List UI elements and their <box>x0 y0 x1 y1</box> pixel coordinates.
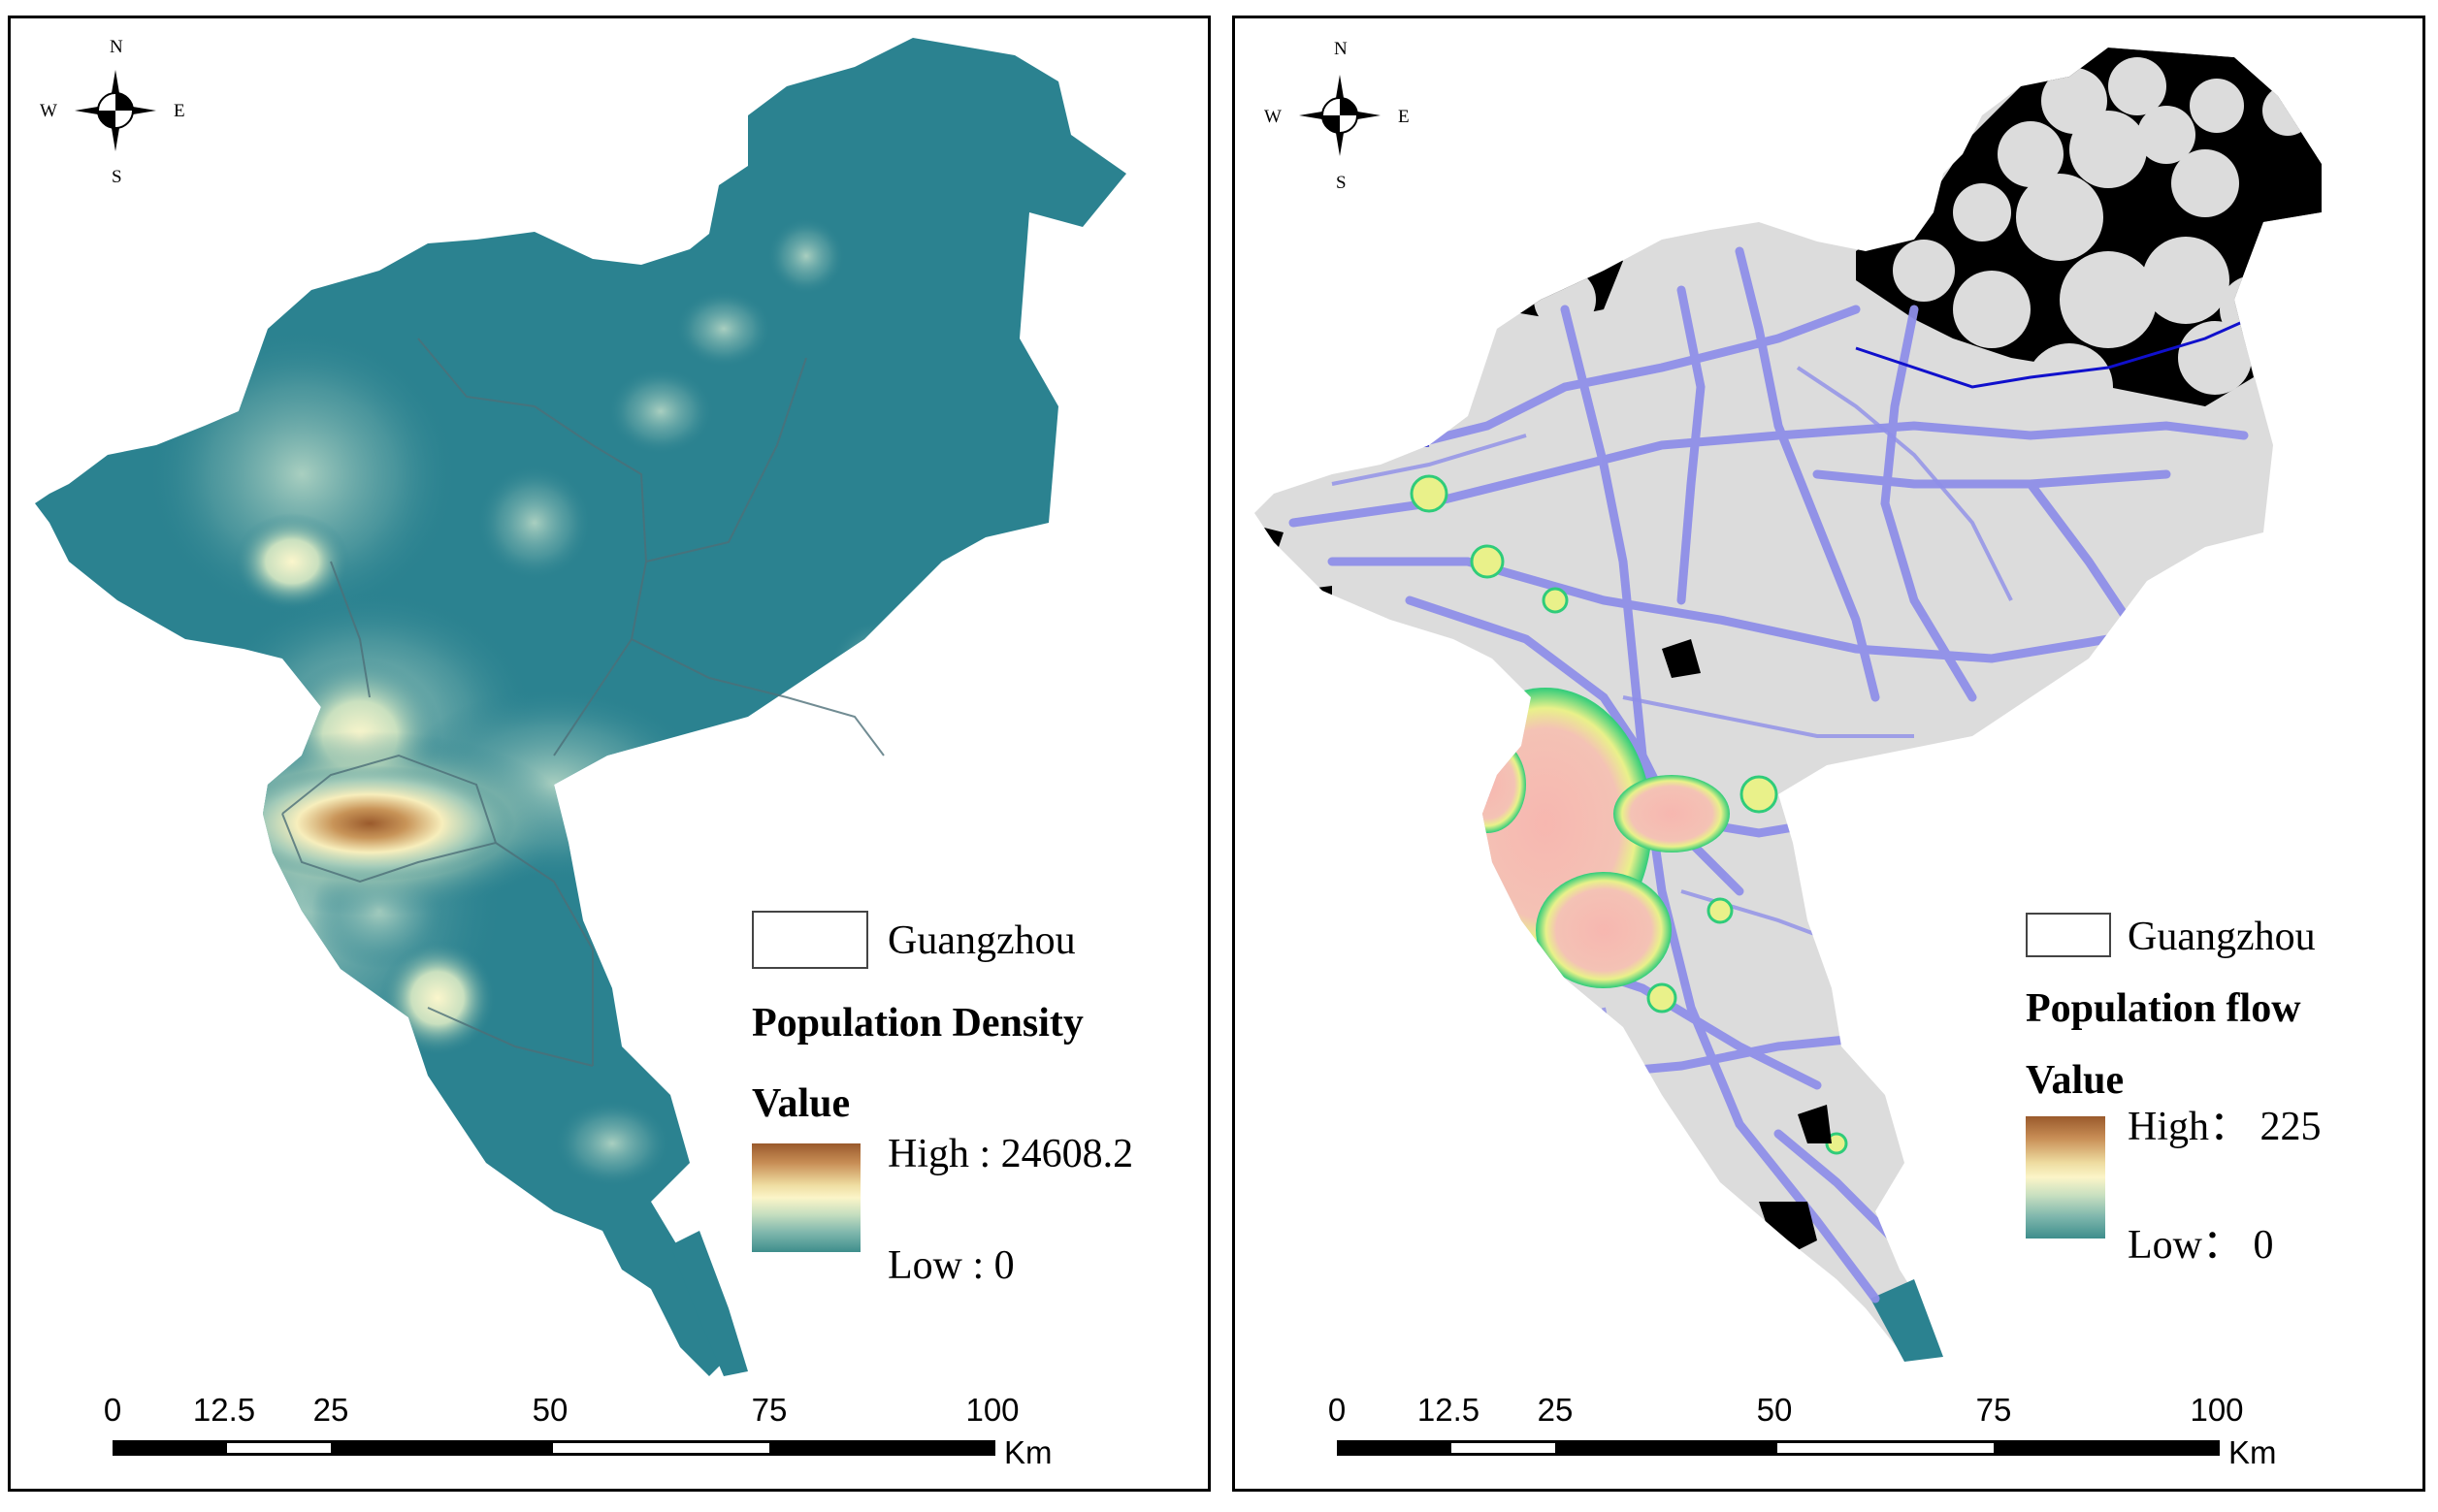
scale-segment <box>113 1440 227 1456</box>
delta-teal-strip <box>1870 1279 1943 1362</box>
delta-island <box>670 1231 748 1376</box>
population-density-map-panel: N S W E Guangzhou Population Density Val… <box>8 16 1211 1492</box>
scale-unit-label: Km <box>2228 1434 2277 1470</box>
scale-segment <box>1337 1440 1451 1456</box>
density-color-ramp <box>752 1143 861 1252</box>
flow-color-ramp <box>2026 1116 2105 1239</box>
scale-segment <box>1774 1440 1997 1456</box>
legend-high-label: High： 225 <box>2128 1105 2322 1149</box>
scale-segment <box>331 1440 553 1456</box>
population-flow-map-panel: N S W E Guangzhou Population flow Value … <box>1232 16 2425 1492</box>
legend-value-heading: Value <box>2026 1058 2125 1103</box>
boundary-legend-label: Guangzhou <box>888 918 1076 963</box>
scale-tick-label: 12.5 <box>1416 1392 1480 1428</box>
scale-tick-label: 75 <box>1975 1392 2012 1428</box>
scale-tick-label: 25 <box>1537 1392 1574 1428</box>
boundary-legend-label: Guangzhou <box>2128 915 2316 959</box>
legend-high-label: High : 24608.2 <box>888 1132 1134 1176</box>
scale-unit-label: Km <box>1004 1434 1053 1470</box>
scale-segment <box>1555 1440 1777 1456</box>
scale-tick-label: 100 <box>965 1392 1020 1428</box>
compass-south-label: S <box>1336 173 1347 193</box>
scale-tick-label: 25 <box>312 1392 349 1428</box>
compass-east-label: E <box>1398 107 1410 127</box>
scale-tick-label: 0 <box>1327 1392 1347 1428</box>
scale-segment <box>1994 1440 2220 1456</box>
district-boundaries <box>281 338 885 1067</box>
legend-title: Population flow <box>2026 986 2301 1031</box>
scale-tick-label: 75 <box>751 1392 788 1428</box>
scale-tick-label: 0 <box>103 1392 122 1428</box>
compass-west-label: W <box>1264 107 1282 127</box>
scale-segment <box>224 1440 334 1456</box>
scale-segment <box>1448 1440 1558 1456</box>
compass-north-label: N <box>110 37 123 57</box>
compass-south-label: S <box>112 167 122 187</box>
boundary-legend-swatch <box>752 911 868 969</box>
scale-tick-label: 12.5 <box>192 1392 256 1428</box>
north-arrow-icon <box>75 70 156 151</box>
scale-tick-label: 100 <box>2190 1392 2244 1428</box>
scale-segment <box>769 1440 995 1456</box>
scale-segment <box>550 1440 772 1456</box>
scale-tick-label: 50 <box>532 1392 569 1428</box>
population-density-map <box>35 38 1126 1376</box>
north-arrow-icon <box>1299 75 1381 156</box>
compass-north-label: N <box>1334 39 1348 59</box>
legend-low-label: Low： 0 <box>2128 1223 2274 1268</box>
legend-title: Population Density <box>752 1001 1084 1046</box>
boundary-legend-swatch <box>2026 913 2111 957</box>
population-flow-map <box>1254 48 2322 1362</box>
compass-west-label: W <box>40 101 57 121</box>
legend-value-heading: Value <box>752 1081 851 1126</box>
scale-tick-label: 50 <box>1756 1392 1793 1428</box>
legend-low-label: Low : 0 <box>888 1243 1015 1288</box>
compass-east-label: E <box>174 101 185 121</box>
